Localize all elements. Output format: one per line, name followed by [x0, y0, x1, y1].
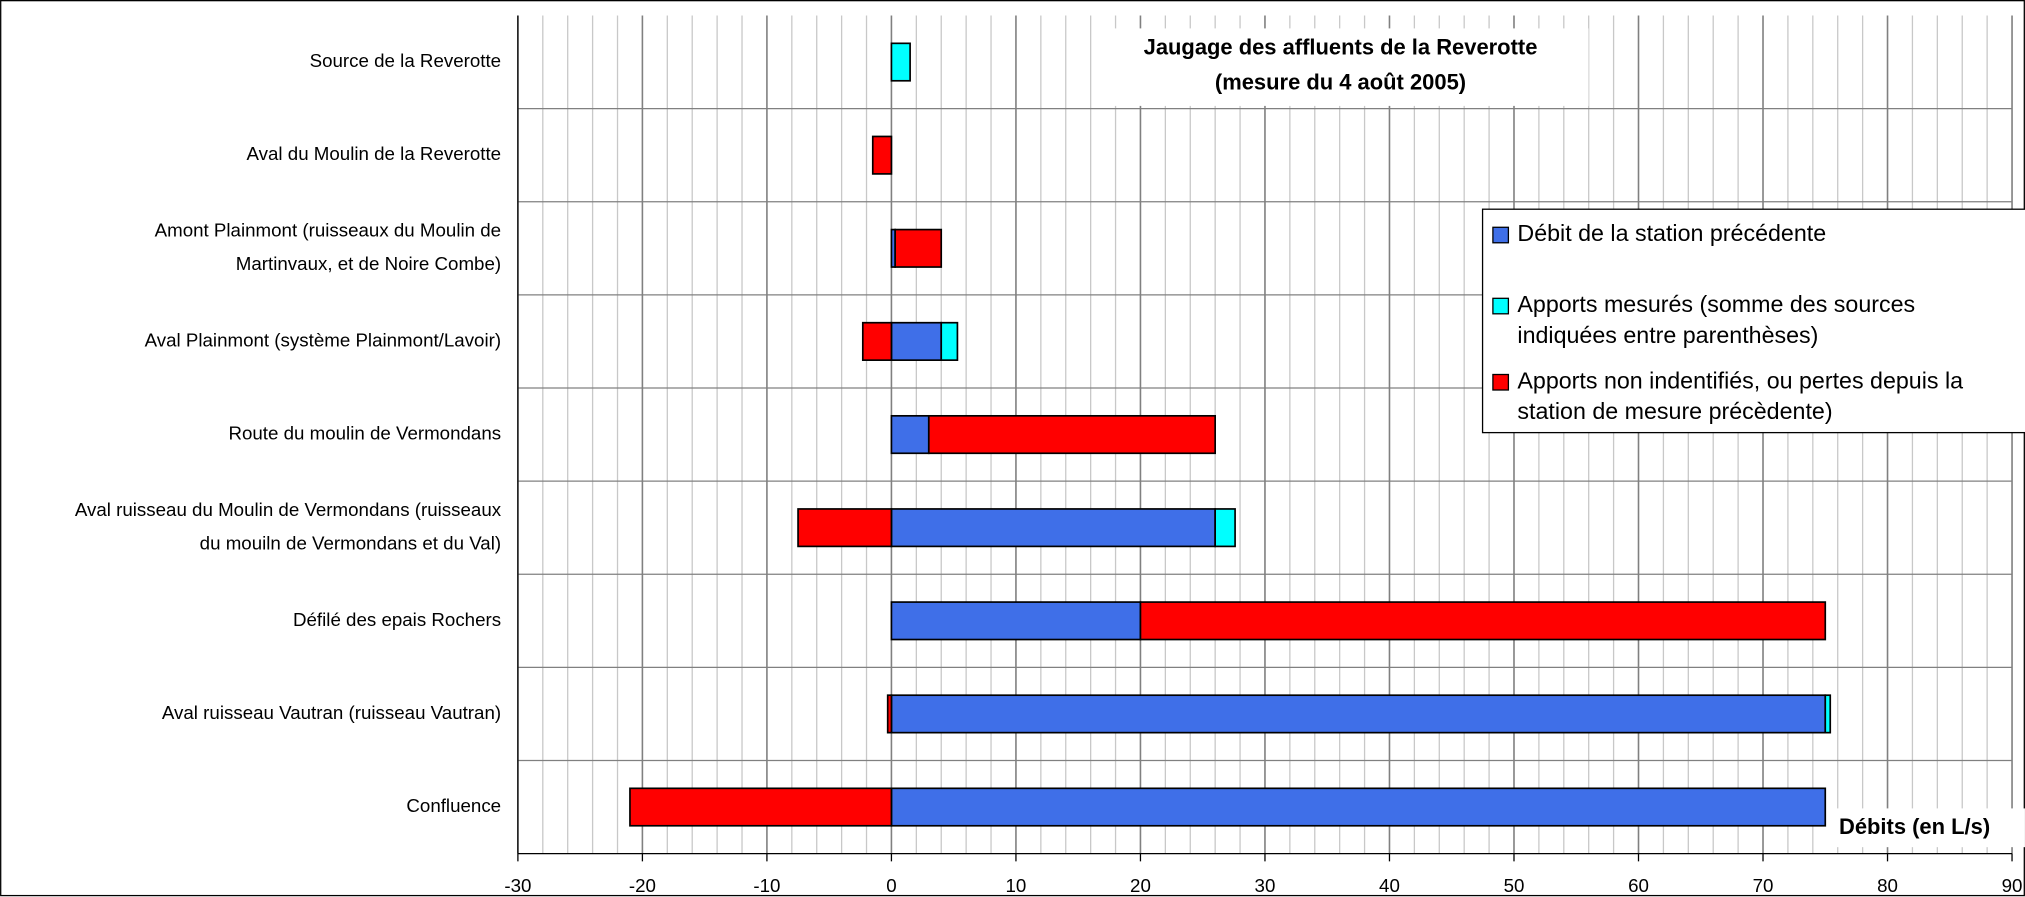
- x-tick-label: 30: [1255, 875, 1276, 896]
- legend-label: Apports non indentifiés, ou pertes depui…: [1517, 367, 1963, 424]
- x-tick-label: 50: [1504, 875, 1525, 896]
- y-tick-label: Source de la Reverotte: [310, 50, 501, 71]
- bar-segment: [890, 414, 930, 455]
- bar-segment: [1139, 601, 1827, 641]
- y-tick-label: Aval ruisseau du Moulin de Vermondans (r…: [75, 499, 502, 554]
- bar-segment: [1214, 508, 1236, 548]
- bar-segment: [890, 508, 1217, 548]
- bar-segment: [890, 321, 943, 361]
- bar-segment: [1824, 694, 1832, 734]
- x-tick-label: -20: [629, 875, 656, 896]
- x-tick-label: 40: [1379, 875, 1400, 896]
- bar-segment: [871, 135, 893, 175]
- y-tick-label: Défilé des epais Rochers: [293, 609, 501, 630]
- bar-segment: [940, 321, 959, 361]
- y-tick-label: Aval ruisseau Vautran (ruisseau Vautran): [162, 702, 501, 723]
- x-tick-label: 80: [1877, 875, 1898, 896]
- legend-box: [1481, 208, 2025, 434]
- legend-swatch: [1492, 373, 1510, 391]
- bar-segment: [797, 508, 893, 548]
- bar-segment: [886, 694, 893, 734]
- bar-segment: [890, 787, 1827, 827]
- legend-label: Apports mesurés (somme des sources indiqu…: [1517, 291, 1915, 348]
- y-tick-label: Aval Plainmont (système Plainmont/Lavoir…: [145, 329, 502, 350]
- y-tick-label: Amont Plainmont (ruisseaux du Moulin de M…: [155, 219, 501, 274]
- bar-segment: [861, 321, 893, 361]
- x-tick-label: 10: [1006, 875, 1027, 896]
- bar-segment: [890, 694, 1827, 734]
- x-tick-label: 60: [1628, 875, 1649, 896]
- x-tick-label: 0: [886, 875, 896, 896]
- xlabel-background: [1833, 808, 2025, 848]
- bar-segment: [890, 601, 1142, 641]
- bar-segment: [890, 42, 911, 82]
- x-tick-label: 20: [1130, 875, 1151, 896]
- y-tick-label: Aval du Moulin de la Reverotte: [247, 143, 502, 164]
- bar-segment: [894, 228, 943, 268]
- y-tick-label: Route du moulin de Vermondans: [228, 422, 501, 443]
- x-axis-label: Débits (en L/s): [1839, 814, 1990, 839]
- legend-swatch: [1492, 226, 1510, 244]
- legend-swatch: [1492, 297, 1510, 315]
- x-tick-label: -30: [504, 875, 531, 896]
- x-tick-label: 70: [1753, 875, 1774, 896]
- bar-segment: [927, 414, 1217, 455]
- chart-title: Jaugage des affluents de la Reverotte (me…: [1144, 34, 1538, 94]
- legend-label: Débit de la station précédente: [1517, 220, 1826, 246]
- x-tick-label: 90: [2002, 875, 2023, 896]
- x-tick-label: -10: [753, 875, 780, 896]
- y-tick-label: Confluence: [406, 795, 501, 816]
- bar-segment: [629, 787, 893, 827]
- title-background: [1095, 28, 1589, 106]
